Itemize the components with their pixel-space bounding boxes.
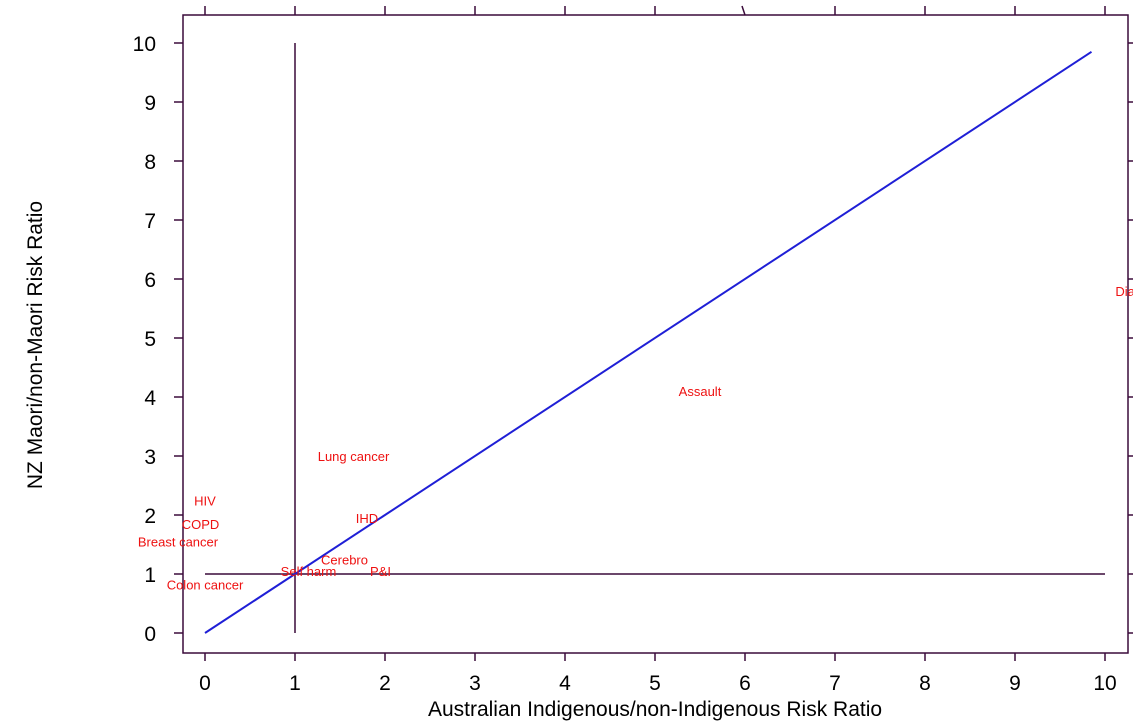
x-tick-label: 6 [739,672,751,695]
diagonal-reference-line [204,51,1093,634]
y-tick-label: 5 [144,328,156,351]
y-tick-label: 3 [144,446,156,469]
point-label: Lung cancer [318,449,390,464]
point-label: Colon cancer [167,578,244,593]
y-axis-title: NZ Maori/non-Maori Risk Ratio [24,201,47,489]
point-label: COPD [182,517,220,532]
x-tick-label: 4 [559,672,571,695]
point-label: HIV [194,493,216,508]
x-tick-label: 1 [289,672,301,695]
y-tick-label: 2 [144,505,156,528]
point-label: Assault [679,384,722,399]
x-axis-title: Australian Indigenous/non-Indigenous Ris… [428,698,882,721]
x-tick-label: 10 [1093,672,1116,695]
point-labels: Diabetes Assault Lung cancer HIV IHD COPD Brea… [138,284,1133,593]
point-label: Cerebro [321,552,368,567]
y-tick-label: 8 [144,151,156,174]
point-label: IHD [356,511,378,526]
point-label: Breast cancer [138,535,219,550]
x-tick-label: 3 [469,672,481,695]
x-tick-label: 2 [379,672,391,695]
x-tick-label: 8 [919,672,931,695]
point-label: P&I [370,564,391,579]
y-tick-label: 7 [144,210,156,233]
y-tick-label: 0 [144,623,156,646]
y-tick-label: 9 [144,92,156,115]
x-tick-label: 5 [649,672,661,695]
x-tick-label: 7 [829,672,841,695]
point-label: Self harm [281,564,337,579]
x-tick-label: 9 [1009,672,1021,695]
y-tick-label: 6 [144,269,156,292]
y-tick-label: 10 [133,33,156,56]
y-tick-label: 1 [144,564,156,587]
point-label: Diabetes [1115,284,1133,299]
reference-lines [204,43,1105,634]
x-tick-top [741,5,746,16]
axis-ticks: 0 1 2 3 4 5 6 7 8 9 10 0 1 2 3 4 5 6 7 8 9 10 [133,5,1133,695]
y-tick-label: 4 [144,387,156,410]
x-tick-label: 0 [199,672,211,695]
